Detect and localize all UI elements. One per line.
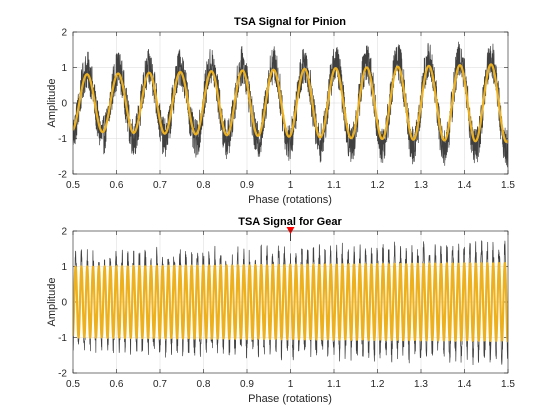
gear-axes-box <box>72 230 509 374</box>
gear-axes: 0.5 0.6 0.7 0.8 0.9 1 1.1 1.2 1.3 1.4 1.5 -2 -1 0 1 2 T… <box>46 216 515 405</box>
pinion-plot-area <box>73 41 508 168</box>
gear-x-tick-label: 1.4 <box>458 379 472 390</box>
pinion-ticks: 0.5 0.6 0.7 0.8 0.9 1 1.1 1.2 1.3 1.4 1.5 -2 -1 0 1 2 <box>58 28 515 192</box>
pinion-x-tick-label: 1.4 <box>458 180 472 191</box>
pinion-axes: 0.5 0.6 0.7 0.8 0.9 1 1.1 1.2 1.3 1.4 1.5 -2 -1 0 1 2 T… <box>46 16 515 206</box>
pinion-x-tick-label: 1 <box>288 180 294 191</box>
gear-y-axis-label: Amplitude <box>46 278 58 327</box>
gear-x-tick-label: 0.6 <box>110 379 124 390</box>
gear-x-tick-label: 1.2 <box>371 379 385 390</box>
gear-y-tick-label: 1 <box>61 262 67 273</box>
gear-x-tick-label: 0.8 <box>197 379 211 390</box>
gear-y-tick-label: -1 <box>58 333 67 344</box>
pinion-x-tick-label: 0.6 <box>110 180 124 191</box>
gear-y-tick-label: 0 <box>61 298 67 309</box>
gear-x-tick-label: 0.5 <box>66 379 80 390</box>
gear-ticks: 0.5 0.6 0.7 0.8 0.9 1 1.1 1.2 1.3 1.4 1.5 -2 -1 0 1 2 <box>58 227 515 391</box>
gear-plot-area <box>73 227 508 366</box>
pinion-y-tick-label: 2 <box>61 28 67 39</box>
gear-x-tick-label: 1 <box>288 379 294 390</box>
gear-raw-signal-line <box>73 240 508 366</box>
gear-peak-marker <box>286 227 295 234</box>
pinion-y-tick-label: 1 <box>61 63 67 74</box>
pinion-x-tick-label: 0.5 <box>66 180 80 191</box>
pinion-x-tick-label: 1.2 <box>371 180 385 191</box>
pinion-filtered-signal-line <box>73 63 508 144</box>
pinion-axes-box <box>72 31 509 175</box>
gear-y-tick-label: 2 <box>61 227 67 238</box>
pinion-x-tick-label: 0.8 <box>197 180 211 191</box>
gear-x-tick-label: 0.7 <box>153 379 167 390</box>
pinion-y-axis-label: Amplitude <box>46 79 58 128</box>
pinion-x-tick-label: 1.3 <box>414 180 428 191</box>
gear-x-axis-label: Phase (rotations) <box>248 393 332 405</box>
pinion-x-tick-label: 1.5 <box>501 180 515 191</box>
gear-y-tick-label: -2 <box>58 369 67 380</box>
pinion-x-tick-label: 0.7 <box>153 180 167 191</box>
pinion-x-tick-label: 0.9 <box>240 180 254 191</box>
gear-x-tick-label: 1.3 <box>414 379 428 390</box>
gear-x-tick-label: 1.5 <box>501 379 515 390</box>
pinion-x-axis-label: Phase (rotations) <box>248 194 332 206</box>
gear-x-tick-label: 1.1 <box>327 379 341 390</box>
pinion-y-tick-label: -2 <box>58 170 67 181</box>
gear-chart-title: TSA Signal for Gear <box>238 216 342 228</box>
pinion-y-tick-label: 0 <box>61 99 67 110</box>
pinion-y-tick-label: -1 <box>58 134 67 145</box>
gear-x-tick-label: 0.9 <box>240 379 254 390</box>
gear-filtered-signal-line <box>73 261 508 343</box>
pinion-chart-title: TSA Signal for Pinion <box>234 16 346 28</box>
pinion-x-tick-label: 1.1 <box>327 180 341 191</box>
